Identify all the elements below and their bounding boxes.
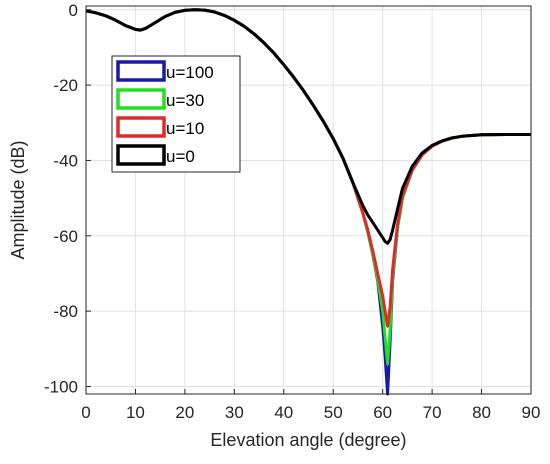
x-tick-label: 10 xyxy=(126,403,145,422)
legend-entry: u=10 xyxy=(116,116,204,138)
plot-area-frame xyxy=(85,5,532,395)
x-tick-label: 50 xyxy=(324,403,343,422)
legend-label-u0: u=0 xyxy=(166,147,195,166)
legend-swatch-u30 xyxy=(116,88,166,110)
legend-entry: u=100 xyxy=(116,60,214,82)
y-tick-label: -40 xyxy=(53,151,78,170)
x-tick-label: 0 xyxy=(81,403,90,422)
x-tick-label: 20 xyxy=(175,403,194,422)
legend-entry: u=30 xyxy=(116,88,204,110)
y-tick-label: -60 xyxy=(53,227,78,246)
legend-swatch-u0 xyxy=(116,144,166,166)
y-tick-label: 0 xyxy=(69,1,78,20)
x-tick-label: 80 xyxy=(472,403,491,422)
x-tick-label: 30 xyxy=(225,403,244,422)
y-tick-label: -100 xyxy=(44,377,78,396)
series-line-3 xyxy=(85,8,531,245)
x-tick-label: 60 xyxy=(373,403,392,422)
legend-label-u30: u=30 xyxy=(166,91,204,110)
legend-label-u10: u=10 xyxy=(166,119,204,138)
legend-swatch-u100 xyxy=(116,60,166,82)
x-tick-label: 40 xyxy=(274,403,293,422)
x-tick-label: 70 xyxy=(423,403,442,422)
legend-entry: u=0 xyxy=(116,144,195,166)
y-axis-label: Amplitude (dB) xyxy=(8,140,28,259)
legend-label-u100: u=100 xyxy=(166,63,214,82)
x-tick-label: 90 xyxy=(522,403,541,422)
x-axis-label: Elevation angle (degree) xyxy=(210,430,406,450)
y-axis-ticks: 0 -20 -40 -60 -80 -100 xyxy=(44,1,91,396)
x-axis-ticks: 0 10 20 30 40 50 60 70 80 90 xyxy=(81,389,540,422)
y-tick-label: -80 xyxy=(53,302,78,321)
y-tick-label: -20 xyxy=(53,76,78,95)
legend: u=100 u=30 u=10 u=0 xyxy=(111,55,241,173)
legend-swatch-u10 xyxy=(116,116,166,138)
series-lines xyxy=(85,8,531,396)
